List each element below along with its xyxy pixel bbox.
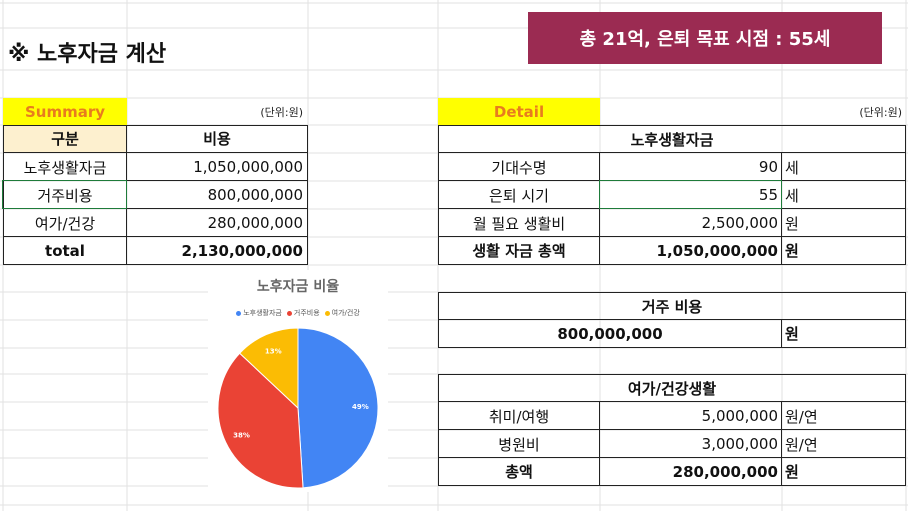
leisure-header[interactable]: 여가/건강생활 [627,379,717,398]
summary-row-name[interactable]: 여가/건강 [34,214,96,233]
leisure-col-divider [599,401,600,486]
leisure-row-divider [438,429,906,430]
leisure-total-unit[interactable]: 원 [785,463,799,481]
leisure-row-value[interactable]: 3,000,000 [701,435,778,453]
pie-chart[interactable]: 노후자금 비율 노후생활자금 거주비용 여가/건강 49% 38% 13% [208,270,388,492]
summary-row-name[interactable]: 노후생활자금 [23,158,107,177]
pie-slice[interactable] [297,327,379,489]
summary-row-divider [3,236,308,237]
pie-slice[interactable] [238,327,299,410]
detail-unit-note[interactable]: (단위:원) [859,105,902,119]
summary-row-value[interactable]: 1,050,000,000 [193,158,303,176]
leisure-row-divider [438,457,906,458]
living-row-unit[interactable]: 원 [785,214,799,233]
summary-row-divider [3,152,308,153]
living-total-unit[interactable]: 원 [785,242,799,260]
legend-label: 노후생활자금 [243,309,282,317]
summary-unit-note[interactable]: (단위:원) [260,105,303,119]
summary-banner: 총 21억, 은퇴 목표 시점 : 55세 [528,12,882,64]
living-header[interactable]: 노후생활자금 [630,130,714,149]
summary-row-name[interactable]: 거주비용 [37,186,93,205]
summary-header-category[interactable]: 구분 [3,125,127,152]
living-row-value[interactable]: 55 [758,186,778,204]
living-col-divider [599,152,600,265]
summary-col-divider [126,125,127,265]
leisure-total-name[interactable]: 총액 [505,463,533,481]
detail-label[interactable]: Detail [438,98,600,125]
legend-label: 여가/건강 [331,309,360,317]
legend-label: 거주비용 [293,309,320,317]
living-row-unit[interactable]: 세 [785,186,799,205]
living-row-name[interactable]: 월 필요 생활비 [472,214,566,233]
slice-label: 13% [265,348,282,356]
chart-title: 노후자금 비율 [256,279,340,295]
living-row-name[interactable]: 기대수명 [491,158,547,177]
page-title: ※ 노후자금 계산 [8,42,167,67]
leisure-row-divider [438,401,906,402]
living-row-value[interactable]: 2,500,000 [701,214,778,232]
living-row-divider [438,236,906,237]
slice-label: 49% [352,403,369,411]
housing-unit[interactable]: 원 [785,325,799,343]
leisure-total-value[interactable]: 280,000,000 [672,462,778,481]
summary-total-label[interactable]: total [45,241,85,260]
summary-row-divider [3,208,308,209]
living-row-name[interactable]: 은퇴 시기 [489,186,549,205]
slice-label: 38% [233,432,250,440]
leisure-row-unit[interactable]: 원/연 [785,407,818,426]
summary-row-value[interactable]: 280,000,000 [207,214,303,232]
living-row-divider [438,208,906,209]
leisure-row-value[interactable]: 5,000,000 [701,407,778,425]
legend-dot-icon [324,310,330,316]
legend-dot-icon [236,310,242,316]
leisure-row-name[interactable]: 병원비 [498,435,540,454]
leisure-col-divider [781,401,782,486]
legend-item: 여가/건강 [324,308,360,318]
living-row-value[interactable]: 90 [758,158,778,176]
living-total-name[interactable]: 생활 자금 총액 [472,242,566,260]
leisure-row-name[interactable]: 취미/여행 [488,407,550,426]
living-row-unit[interactable]: 세 [785,158,799,177]
legend-dot-icon [286,310,292,316]
summary-label[interactable]: Summary [3,98,127,125]
summary-row-value[interactable]: 800,000,000 [207,186,303,204]
chart-legend: 노후생활자금 거주비용 여가/건강 [208,308,388,318]
pie-plot-area: 49% 38% 13% [217,327,379,489]
living-row-divider [438,152,906,153]
living-total-value[interactable]: 1,050,000,000 [656,241,778,260]
summary-header-cost[interactable]: 비용 [203,130,231,148]
housing-header[interactable]: 거주 비용 [641,297,703,316]
living-col-divider [781,152,782,265]
housing-row-divider [438,319,906,320]
leisure-row-unit[interactable]: 원/연 [785,435,818,454]
pie-slice[interactable] [217,352,304,489]
summary-total-value[interactable]: 2,130,000,000 [181,241,303,260]
legend-item: 거주비용 [286,308,320,318]
legend-item: 노후생활자금 [236,308,282,318]
housing-col-divider [781,319,782,348]
living-row-divider [438,180,906,181]
summary-row-divider [3,180,308,181]
housing-value[interactable]: 800,000,000 [557,324,663,343]
